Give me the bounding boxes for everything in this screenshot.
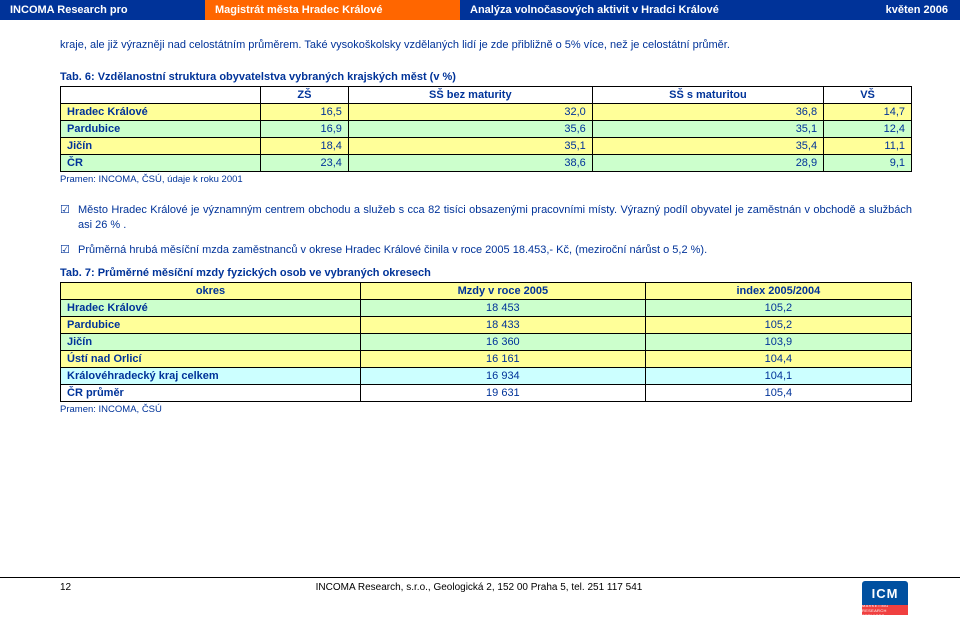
cell-value: 16 934	[361, 368, 646, 385]
cell-value: 16 360	[361, 334, 646, 351]
table-row: ČR průměr19 631105,4	[61, 385, 912, 402]
row-label: ČR průměr	[61, 385, 361, 402]
cell-value: 105,2	[645, 317, 911, 334]
cell-value: 104,4	[645, 351, 911, 368]
cell-value: 23,4	[261, 154, 349, 171]
table-row: Jičín16 360103,9	[61, 334, 912, 351]
cell-value: 19 631	[361, 385, 646, 402]
row-label: Ústí nad Orlicí	[61, 351, 361, 368]
cell-value: 16,9	[261, 120, 349, 137]
row-label: Královéhradecký kraj celkem	[61, 368, 361, 385]
header-client: INCOMA Research pro	[0, 0, 205, 20]
table-7: okres Mzdy v roce 2005 index 2005/2004 H…	[60, 282, 912, 402]
cell-value: 16 161	[361, 351, 646, 368]
table-6-col-zs: ZŠ	[261, 86, 349, 103]
table-row: Ústí nad Orlicí16 161104,4	[61, 351, 912, 368]
row-label: ČR	[61, 154, 261, 171]
table-6-col-blank	[61, 86, 261, 103]
row-label: Jičín	[61, 137, 261, 154]
table-7-col-okres: okres	[61, 283, 361, 300]
cell-value: 11,1	[824, 137, 912, 154]
table-row: Královéhradecký kraj celkem16 934104,1	[61, 368, 912, 385]
intro-paragraph: kraje, ale již výrazněji nad celostátním…	[60, 38, 912, 53]
table-7-source: Pramen: INCOMA, ČSÚ	[60, 404, 912, 415]
cell-value: 12,4	[824, 120, 912, 137]
page-footer: 12 INCOMA Research, s.r.o., Geologická 2…	[0, 577, 960, 616]
bullet-list: ☑ Město Hradec Králové je významným cent…	[60, 203, 912, 258]
table-row: Jičín18,435,135,411,1	[61, 137, 912, 154]
bullet-1-text: Město Hradec Králové je významným centre…	[78, 203, 912, 233]
cell-value: 105,2	[645, 300, 911, 317]
table-row: ČR23,438,628,99,1	[61, 154, 912, 171]
header-institution: Magistrát města Hradec Králové	[205, 0, 460, 20]
bullet-2-text: Průměrná hrubá měsíční mzda zaměstnanců …	[78, 243, 912, 258]
page-number: 12	[60, 582, 100, 593]
logo-bottom-text: MARKETING RESEARCH SERVICES	[862, 605, 908, 615]
logo-icon: ICM MARKETING RESEARCH SERVICES	[858, 580, 912, 616]
cell-value: 14,7	[824, 103, 912, 120]
table-6-col-ss-s: SŠ s maturitou	[592, 86, 823, 103]
cell-value: 103,9	[645, 334, 911, 351]
table-row: Hradec Králové18 453105,2	[61, 300, 912, 317]
row-label: Hradec Králové	[61, 300, 361, 317]
cell-value: 18 453	[361, 300, 646, 317]
table-7-title: Tab. 7: Průměrné měsíční mzdy fyzických …	[60, 267, 912, 279]
table-7-header-row: okres Mzdy v roce 2005 index 2005/2004	[61, 283, 912, 300]
table-6-source: Pramen: INCOMA, ČSÚ, údaje k roku 2001	[60, 174, 912, 185]
row-label: Pardubice	[61, 317, 361, 334]
table-row: Pardubice16,935,635,112,4	[61, 120, 912, 137]
cell-value: 35,1	[348, 137, 592, 154]
header-bar: INCOMA Research pro Magistrát města Hrad…	[0, 0, 960, 20]
bullet-1: ☑ Město Hradec Králové je významným cent…	[60, 203, 912, 233]
table-6: ZŠ SŠ bez maturity SŠ s maturitou VŠ Hra…	[60, 86, 912, 172]
cell-value: 35,6	[348, 120, 592, 137]
table-6-header-row: ZŠ SŠ bez maturity SŠ s maturitou VŠ	[61, 86, 912, 103]
cell-value: 16,5	[261, 103, 349, 120]
cell-value: 35,1	[592, 120, 823, 137]
cell-value: 18 433	[361, 317, 646, 334]
logo-top-text: ICM	[862, 581, 908, 605]
cell-value: 35,4	[592, 137, 823, 154]
footer-text: INCOMA Research, s.r.o., Geologická 2, 1…	[100, 582, 858, 593]
check-icon: ☑	[60, 243, 78, 258]
header-date: květen 2006	[855, 0, 960, 20]
cell-value: 28,9	[592, 154, 823, 171]
row-label: Pardubice	[61, 120, 261, 137]
table-row: Pardubice18 433105,2	[61, 317, 912, 334]
cell-value: 18,4	[261, 137, 349, 154]
cell-value: 104,1	[645, 368, 911, 385]
table-7-col-index: index 2005/2004	[645, 283, 911, 300]
table-6-col-ss-bez: SŠ bez maturity	[348, 86, 592, 103]
cell-value: 105,4	[645, 385, 911, 402]
cell-value: 9,1	[824, 154, 912, 171]
table-7-col-mzdy: Mzdy v roce 2005	[361, 283, 646, 300]
cell-value: 38,6	[348, 154, 592, 171]
cell-value: 32,0	[348, 103, 592, 120]
page-content: kraje, ale již výrazněji nad celostátním…	[0, 20, 960, 415]
table-6-title: Tab. 6: Vzdělanostní struktura obyvatels…	[60, 71, 912, 83]
header-title: Analýza volnočasových aktivit v Hradci K…	[460, 0, 855, 20]
bullet-2: ☑ Průměrná hrubá měsíční mzda zaměstnanc…	[60, 243, 912, 258]
row-label: Jičín	[61, 334, 361, 351]
row-label: Hradec Králové	[61, 103, 261, 120]
check-icon: ☑	[60, 203, 78, 233]
table-row: Hradec Králové16,532,036,814,7	[61, 103, 912, 120]
cell-value: 36,8	[592, 103, 823, 120]
table-6-col-vs: VŠ	[824, 86, 912, 103]
